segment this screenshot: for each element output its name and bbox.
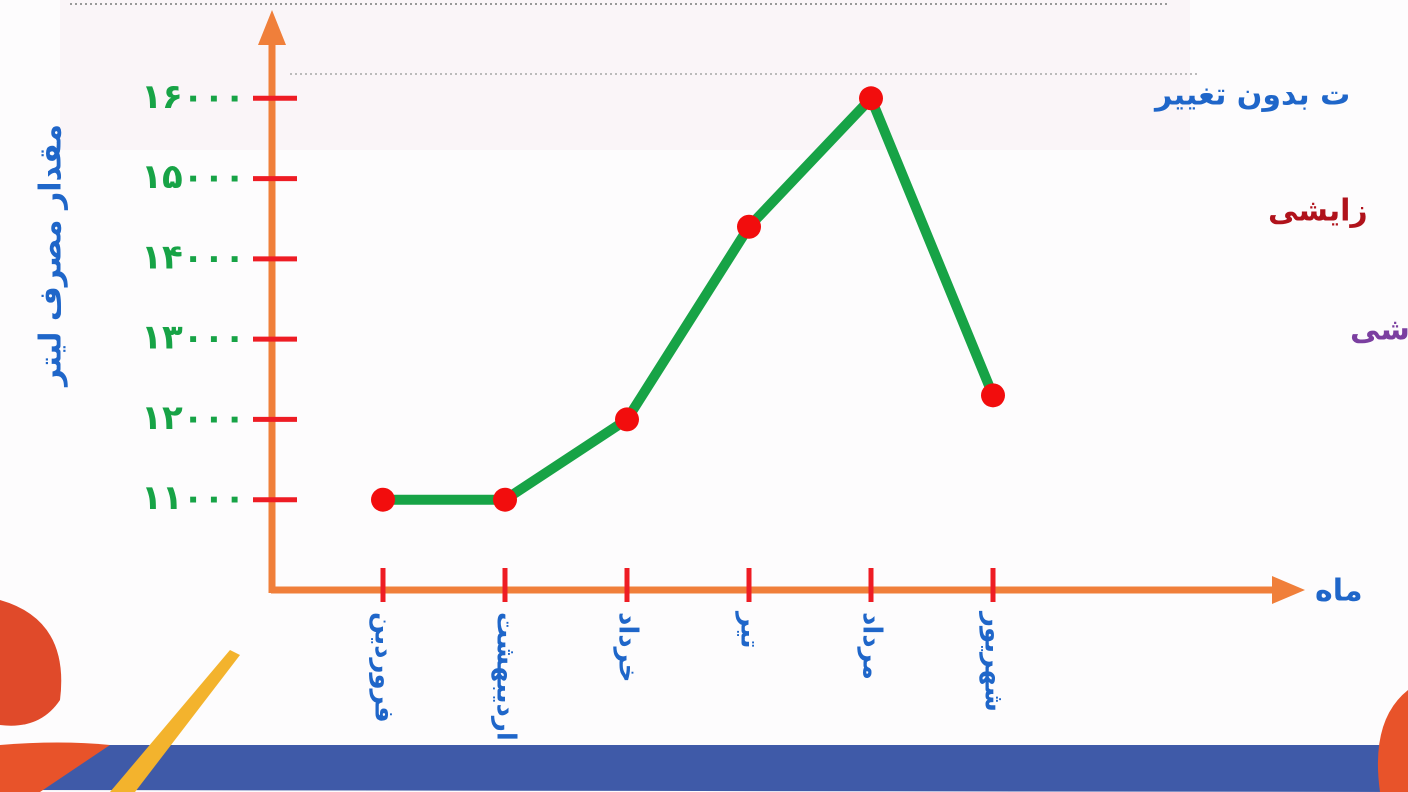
decoration xyxy=(0,600,62,726)
y-axis-title: مقدار مصرف لیتر xyxy=(34,124,69,388)
y-tick-label: ۱۲۰۰۰ xyxy=(141,398,245,438)
x-tick-label: تیر xyxy=(735,610,765,649)
decoration xyxy=(0,742,110,792)
x-tick-label: اردیبهشت xyxy=(491,612,521,741)
x-axis-title: ماه xyxy=(1315,574,1363,609)
x-tick-label: مرداد xyxy=(857,612,887,680)
annotation: شی xyxy=(1350,313,1408,348)
y-tick-label: ۱۱۰۰۰ xyxy=(141,478,245,518)
y-tick-label: ۱۶۰۰۰ xyxy=(141,77,245,117)
data-point xyxy=(859,86,883,111)
pencil xyxy=(110,650,240,792)
data-point xyxy=(981,383,1005,408)
decoration xyxy=(1377,690,1408,792)
y-axis-arrow xyxy=(258,10,286,45)
annotation: زایشی xyxy=(1268,194,1368,229)
bottom-band xyxy=(0,745,1408,792)
y-tick-label: ۱۵۰۰۰ xyxy=(141,157,245,197)
data-point xyxy=(493,487,517,512)
data-point xyxy=(615,407,639,432)
y-tick-label: ۱۳۰۰۰ xyxy=(141,318,245,358)
data-line xyxy=(383,89,998,505)
y-tick-label: ۱۴۰۰۰ xyxy=(141,237,245,277)
data-point xyxy=(737,214,761,239)
x-tick-label: خرداد xyxy=(613,612,643,683)
x-axis-arrow xyxy=(1272,576,1305,604)
x-tick-label: فروردین xyxy=(369,612,399,723)
x-tick-label: شهریور xyxy=(979,610,1009,712)
annotation: ت بدون تغییر xyxy=(1153,78,1350,113)
data-point xyxy=(371,487,395,512)
